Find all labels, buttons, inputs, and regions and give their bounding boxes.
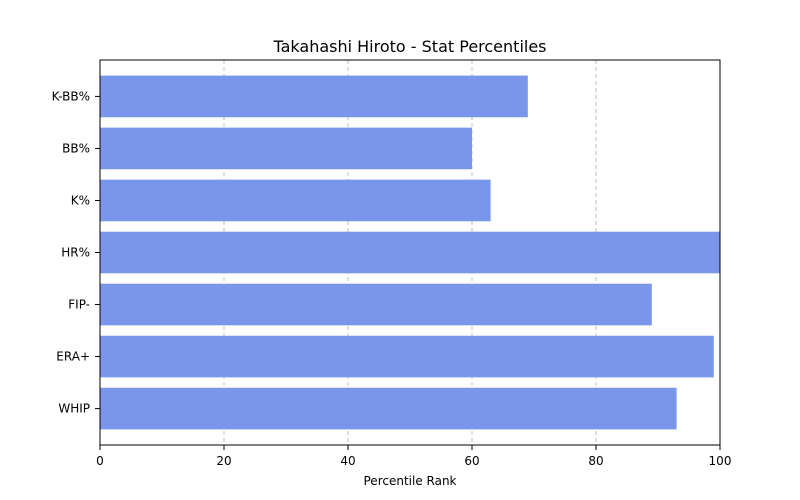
x-tick-label: 20 [216,454,231,468]
x-axis-label: Percentile Rank [364,474,457,488]
y-axis: WHIP ERA+ FIP- HR% K% BB% K-BB% [52,89,100,416]
bar-era- [100,335,714,378]
y-tick-label: ERA+ [56,350,90,364]
bar-fip- [100,283,652,326]
chart-title: Takahashi Hiroto - Stat Percentiles [272,37,546,56]
y-tick-label: HR% [61,246,90,260]
bar-k-bb- [100,75,528,118]
x-tick-label: 100 [709,454,732,468]
x-tick-label: 40 [340,454,355,468]
bar-k- [100,179,491,222]
x-tick-label: 0 [96,454,104,468]
y-tick-label: K% [71,193,90,207]
x-tick-label: 60 [464,454,479,468]
bar-whip [100,387,677,430]
y-tick-label: FIP- [68,298,90,312]
x-tick-label: 80 [588,454,603,468]
y-tick-label: BB% [62,141,90,155]
bar-bb- [100,127,472,170]
bar-layer [100,75,720,430]
y-tick-label: WHIP [58,402,90,416]
bar-hr- [100,231,720,274]
y-tick-label: K-BB% [52,89,90,103]
x-axis: 0 20 40 60 80 100 [96,445,731,468]
